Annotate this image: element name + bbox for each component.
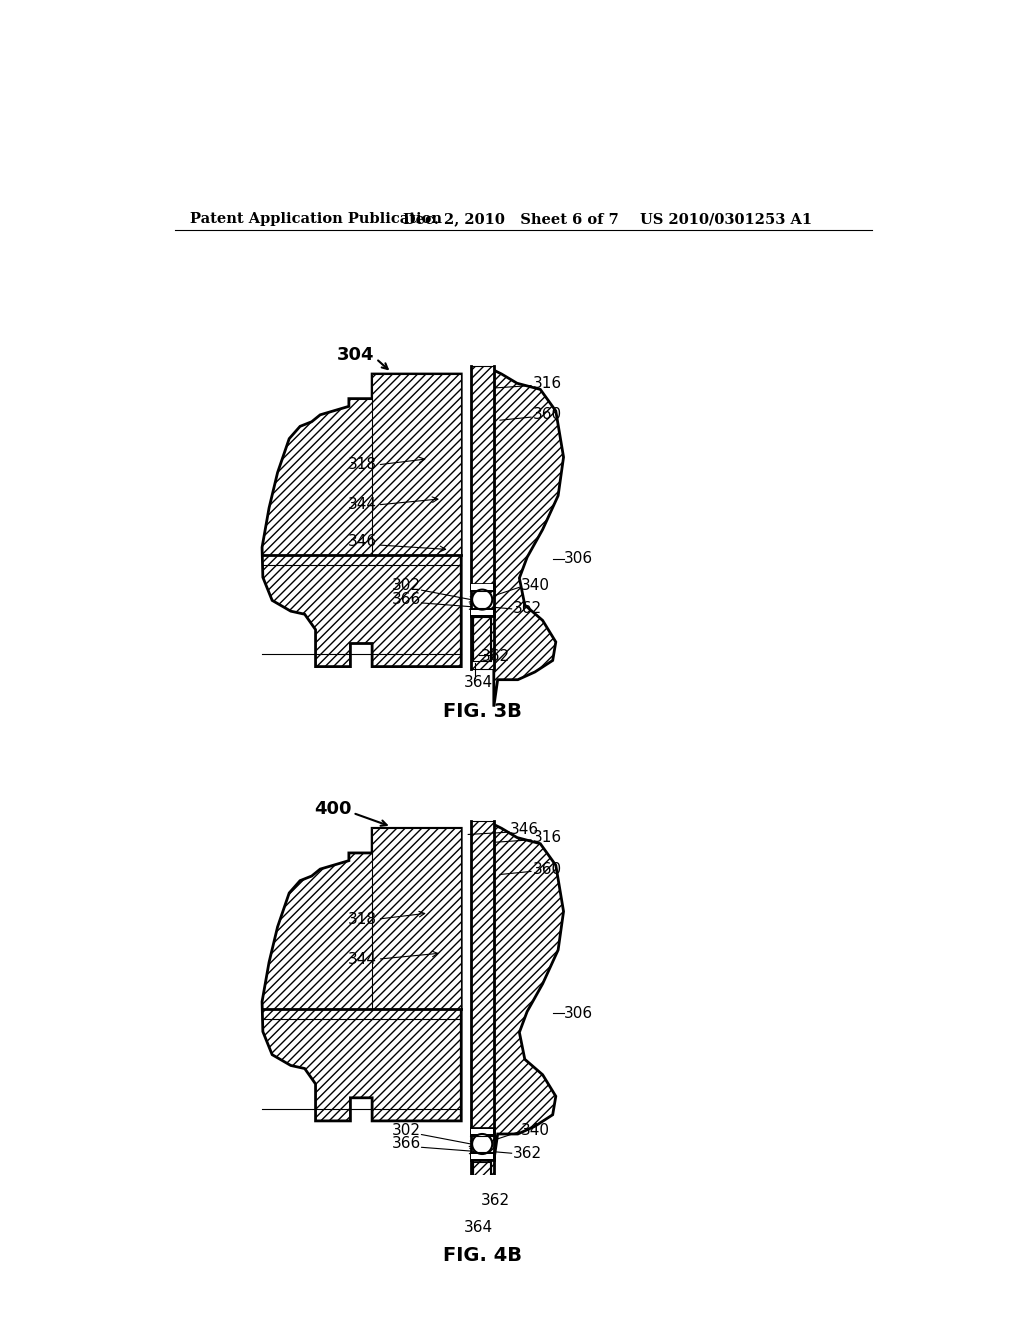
Bar bbox=[470, 1127, 495, 1135]
Bar bbox=[470, 1152, 495, 1162]
Text: 344: 344 bbox=[348, 498, 377, 512]
Text: 360: 360 bbox=[532, 862, 562, 876]
Bar bbox=[471, 610, 493, 615]
Polygon shape bbox=[262, 374, 461, 667]
Text: 306: 306 bbox=[563, 552, 593, 566]
Text: US 2010/0301253 A1: US 2010/0301253 A1 bbox=[640, 213, 812, 226]
Text: 366: 366 bbox=[391, 593, 421, 607]
Text: 318: 318 bbox=[348, 457, 377, 473]
Text: 302: 302 bbox=[391, 578, 421, 593]
Polygon shape bbox=[372, 374, 461, 554]
Polygon shape bbox=[262, 829, 461, 1121]
Text: 318: 318 bbox=[348, 912, 377, 927]
Text: 362: 362 bbox=[513, 1146, 543, 1160]
Text: 340: 340 bbox=[521, 1122, 550, 1138]
Text: 304: 304 bbox=[337, 346, 375, 364]
Text: 364: 364 bbox=[464, 1220, 493, 1234]
Text: Patent Application Publication: Patent Application Publication bbox=[190, 213, 442, 226]
Polygon shape bbox=[494, 370, 563, 706]
Circle shape bbox=[472, 1134, 493, 1154]
Text: 400: 400 bbox=[314, 800, 351, 818]
Bar bbox=[471, 1129, 493, 1134]
Text: 302: 302 bbox=[391, 1122, 421, 1138]
Text: 366: 366 bbox=[391, 1137, 421, 1151]
Bar bbox=[470, 582, 495, 591]
Text: 344: 344 bbox=[348, 952, 377, 966]
Text: 346: 346 bbox=[348, 535, 377, 549]
Text: 340: 340 bbox=[521, 578, 550, 593]
Text: 306: 306 bbox=[563, 1006, 593, 1020]
Text: 360: 360 bbox=[532, 408, 562, 422]
Text: 316: 316 bbox=[532, 376, 562, 391]
Text: FIG. 3B: FIG. 3B bbox=[442, 702, 521, 721]
Text: 362: 362 bbox=[480, 649, 510, 664]
Polygon shape bbox=[473, 618, 492, 661]
Text: 364: 364 bbox=[464, 676, 493, 690]
Polygon shape bbox=[372, 829, 461, 1010]
Text: FIG. 4B: FIG. 4B bbox=[442, 1246, 521, 1265]
Text: 362: 362 bbox=[513, 602, 543, 616]
Polygon shape bbox=[494, 825, 563, 1162]
Text: 362: 362 bbox=[480, 1193, 510, 1209]
Text: 346: 346 bbox=[510, 822, 540, 837]
Circle shape bbox=[472, 590, 493, 610]
Polygon shape bbox=[473, 1162, 492, 1205]
Bar bbox=[470, 609, 495, 616]
Polygon shape bbox=[471, 367, 494, 669]
Text: 316: 316 bbox=[532, 830, 562, 845]
Bar bbox=[471, 585, 493, 590]
Polygon shape bbox=[471, 821, 494, 1213]
Bar bbox=[471, 1154, 493, 1159]
Text: Dec. 2, 2010   Sheet 6 of 7: Dec. 2, 2010 Sheet 6 of 7 bbox=[403, 213, 618, 226]
